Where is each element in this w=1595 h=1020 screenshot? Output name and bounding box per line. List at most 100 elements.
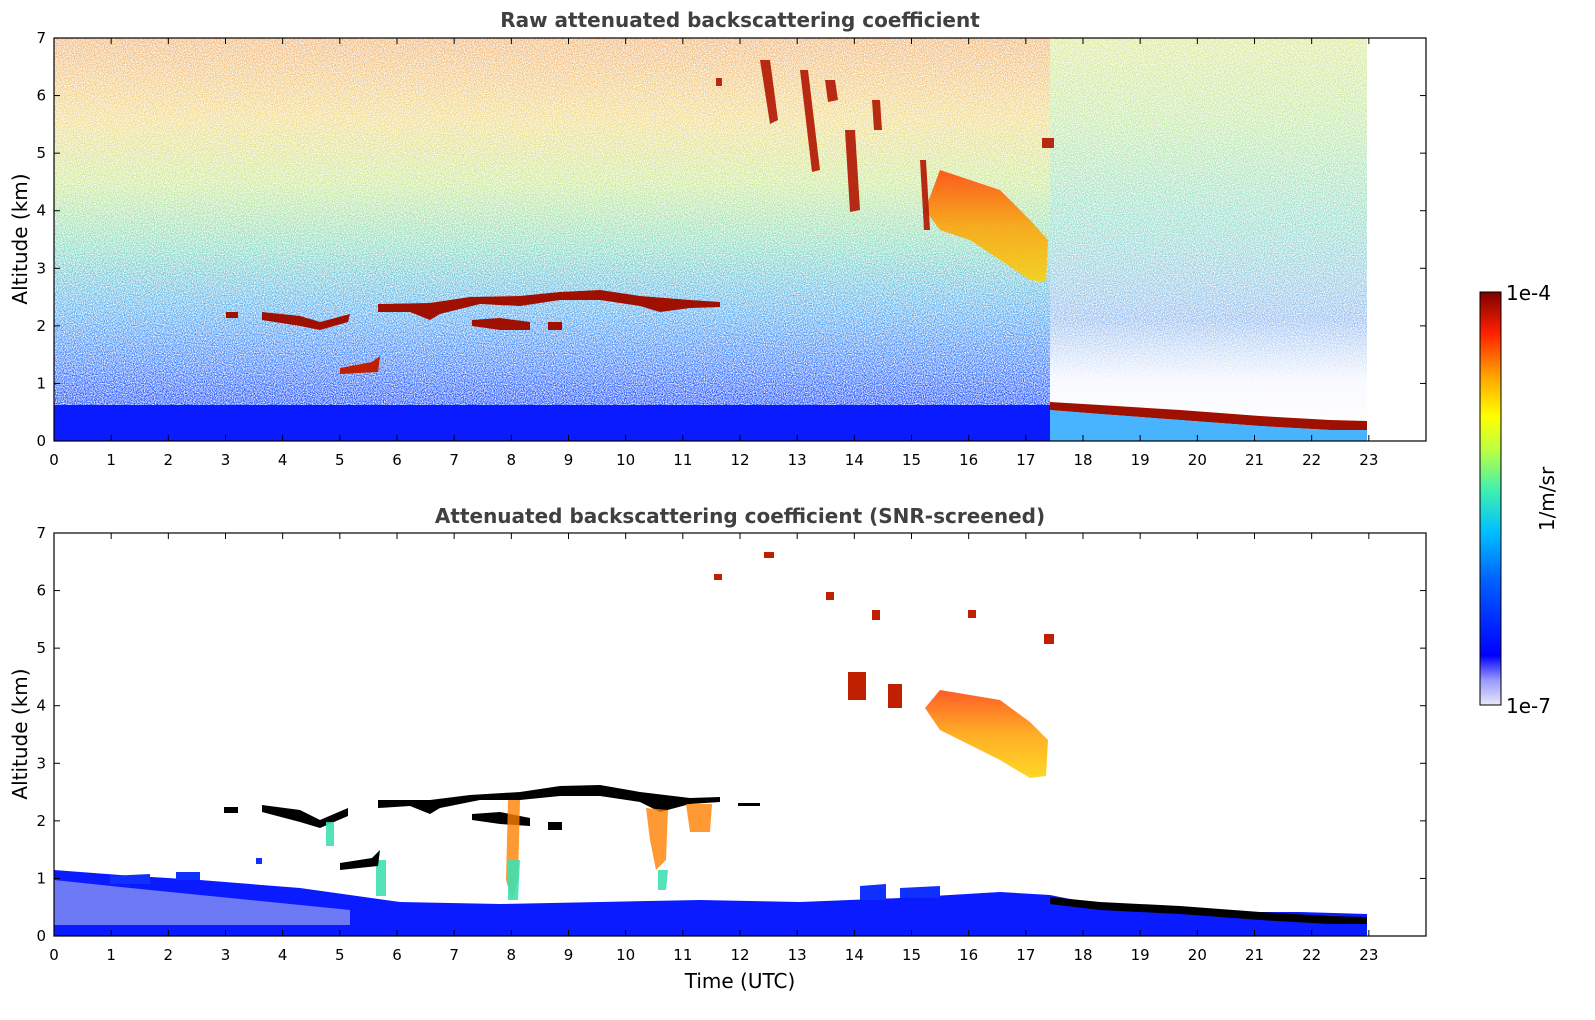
screened-empty-region — [1367, 533, 1426, 936]
screened-y-tick-label: 1 — [36, 869, 46, 887]
screened-y-tick-label: 6 — [36, 582, 46, 600]
screened-x-tick-label: 4 — [278, 946, 288, 964]
raw-x-tick-label: 10 — [616, 451, 635, 469]
raw-x-tick-label: 20 — [1188, 451, 1207, 469]
screened-x-tick-label: 8 — [507, 946, 517, 964]
raw-x-tick-label: 3 — [221, 451, 231, 469]
raw-x-axis: 0 1 2 3 4 5 6 7 8 9 10 11 12 13 14 15 16 17 18 19 20 21 22 23 — [49, 38, 1378, 469]
screened-x-tick-label: 17 — [1016, 946, 1035, 964]
raw-x-tick-label: 8 — [507, 451, 517, 469]
raw-x-tick-label: 14 — [845, 451, 864, 469]
screened-heatmap — [54, 533, 1426, 936]
raw-x-tick-label: 12 — [730, 451, 749, 469]
raw-y-tick-label: 3 — [36, 259, 46, 277]
raw-cloud-layer — [226, 290, 720, 330]
screened-y-axis: 0 1 2 3 4 5 6 7 — [36, 524, 1426, 945]
raw-y-tick-label: 2 — [36, 317, 46, 335]
screened-y-tick-label: 3 — [36, 754, 46, 772]
raw-x-tick-label: 17 — [1016, 451, 1035, 469]
raw-x-tick-label: 1 — [106, 451, 116, 469]
raw-x-tick-label: 4 — [278, 451, 288, 469]
raw-x-tick-label: 22 — [1302, 451, 1321, 469]
screened-x-axis: 0 1 2 3 4 5 6 7 8 9 10 11 12 13 14 15 16 17 18 19 20 21 22 23 — [49, 533, 1378, 964]
raw-x-tick-label: 21 — [1245, 451, 1264, 469]
screened-evening-layer — [1050, 897, 1367, 924]
screened-x-tick-label: 2 — [164, 946, 174, 964]
screened-cloud-layer — [224, 785, 760, 830]
screened-virga — [925, 690, 1048, 778]
raw-y-tick-label: 6 — [36, 87, 46, 105]
screened-x-tick-label: 14 — [845, 946, 864, 964]
raw-evening-layer — [1050, 402, 1367, 430]
raw-backscatter-panel: Raw attenuated backscattering coefficien… — [8, 8, 1427, 469]
screened-low-cloud — [340, 850, 380, 870]
screened-x-tick-label: 9 — [564, 946, 574, 964]
screened-x-tick-label: 10 — [616, 946, 635, 964]
colorbar-unit-label: 1/m/sr — [1535, 466, 1559, 531]
raw-x-tick-label: 7 — [449, 451, 459, 469]
screened-x-tick-label: 23 — [1359, 946, 1378, 964]
screened-x-tick-label: 21 — [1245, 946, 1264, 964]
raw-y-tick-label: 5 — [36, 144, 46, 162]
screened-x-tick-label: 19 — [1131, 946, 1150, 964]
screened-x-tick-label: 16 — [959, 946, 978, 964]
raw-heatmap — [54, 38, 1426, 441]
raw-x-tick-label: 18 — [1073, 451, 1092, 469]
screened-panel-title: Attenuated backscattering coefficient (S… — [435, 504, 1045, 528]
raw-x-tick-label: 15 — [902, 451, 921, 469]
screened-x-tick-label: 3 — [221, 946, 231, 964]
raw-y-tick-label: 4 — [36, 202, 46, 220]
screened-x-tick-label: 12 — [730, 946, 749, 964]
screened-x-tick-label: 22 — [1302, 946, 1321, 964]
raw-y-tick-label: 7 — [36, 29, 46, 47]
raw-surface-layer — [54, 405, 1050, 441]
screened-cloud-fall — [506, 800, 712, 900]
raw-evening-layer-base — [1050, 410, 1367, 441]
screened-x-tick-label: 11 — [673, 946, 692, 964]
colorbar-gradient — [1479, 291, 1502, 706]
raw-x-tick-label: 16 — [959, 451, 978, 469]
screened-x-tick-label: 13 — [788, 946, 807, 964]
screened-y-tick-label: 5 — [36, 639, 46, 657]
screened-x-tick-label: 5 — [335, 946, 345, 964]
raw-x-tick-label: 9 — [564, 451, 574, 469]
x-axis-label: Time (UTC) — [684, 969, 796, 993]
colorbar-max-label: 1e-4 — [1506, 281, 1551, 305]
raw-x-tick-label: 6 — [392, 451, 402, 469]
colorbar-min-label: 1e-7 — [1506, 694, 1551, 718]
raw-x-tick-label: 13 — [788, 451, 807, 469]
raw-x-tick-label: 5 — [335, 451, 345, 469]
raw-virga — [925, 170, 1048, 282]
screened-x-tick-label: 15 — [902, 946, 921, 964]
raw-noise-overlay — [54, 38, 1367, 441]
screened-x-tick-label: 1 — [106, 946, 116, 964]
raw-x-tick-label: 11 — [673, 451, 692, 469]
raw-x-tick-label: 19 — [1131, 451, 1150, 469]
raw-panel-title: Raw attenuated backscattering coefficien… — [500, 8, 980, 32]
screened-x-tick-label: 7 — [449, 946, 459, 964]
raw-x-tick-label: 2 — [164, 451, 174, 469]
screened-x-tick-label: 20 — [1188, 946, 1207, 964]
colorbar: 1e-4 1e-7 1/m/sr — [1479, 281, 1559, 718]
screened-surface-layer — [54, 870, 1367, 936]
raw-y-axis: 0 1 2 3 4 5 6 7 — [36, 29, 1426, 450]
screened-y-tick-label: 2 — [36, 812, 46, 830]
raw-x-tick-label: 0 — [49, 451, 59, 469]
screened-y-tick-label: 0 — [36, 927, 46, 945]
screened-y-tick-label: 7 — [36, 524, 46, 542]
raw-empty-region — [1367, 38, 1426, 441]
screened-x-tick-label: 0 — [49, 946, 59, 964]
screened-backscatter-panel: Attenuated backscattering coefficient (S… — [8, 504, 1427, 993]
screened-x-tick-label: 6 — [392, 946, 402, 964]
raw-x-tick-label: 23 — [1359, 451, 1378, 469]
raw-y-axis-label: Altitude (km) — [8, 173, 32, 304]
screened-y-axis-label: Altitude (km) — [8, 668, 32, 799]
screened-x-tick-label: 18 — [1073, 946, 1092, 964]
screened-surface-haze — [54, 880, 350, 925]
raw-low-cloud — [340, 356, 380, 374]
screened-background — [54, 533, 1426, 936]
raw-y-tick-label: 1 — [36, 374, 46, 392]
raw-y-tick-label: 0 — [36, 432, 46, 450]
screened-y-tick-label: 4 — [36, 697, 46, 715]
